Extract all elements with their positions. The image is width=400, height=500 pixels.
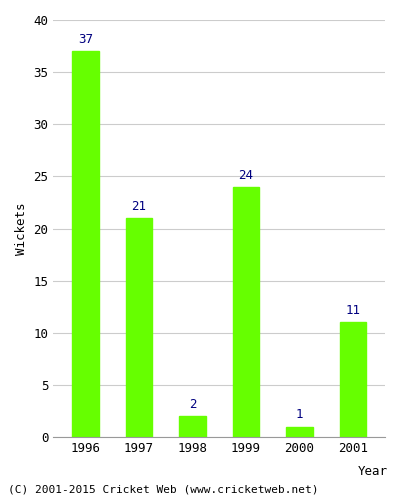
Bar (286, 426, 313, 437)
Bar (232, 187, 259, 437)
Text: 21: 21 (132, 200, 146, 213)
Text: (C) 2001-2015 Cricket Web (www.cricketweb.net): (C) 2001-2015 Cricket Web (www.cricketwe… (8, 485, 318, 495)
Text: 2: 2 (189, 398, 196, 411)
Text: 37: 37 (78, 33, 93, 46)
Bar (340, 322, 366, 437)
Y-axis label: Wickets: Wickets (15, 202, 28, 255)
Text: 24: 24 (238, 168, 254, 181)
Bar (126, 218, 152, 437)
Text: Year: Year (358, 465, 388, 478)
Text: 1: 1 (296, 408, 303, 422)
Bar (179, 416, 206, 437)
Bar (72, 52, 99, 437)
Text: 11: 11 (346, 304, 360, 317)
